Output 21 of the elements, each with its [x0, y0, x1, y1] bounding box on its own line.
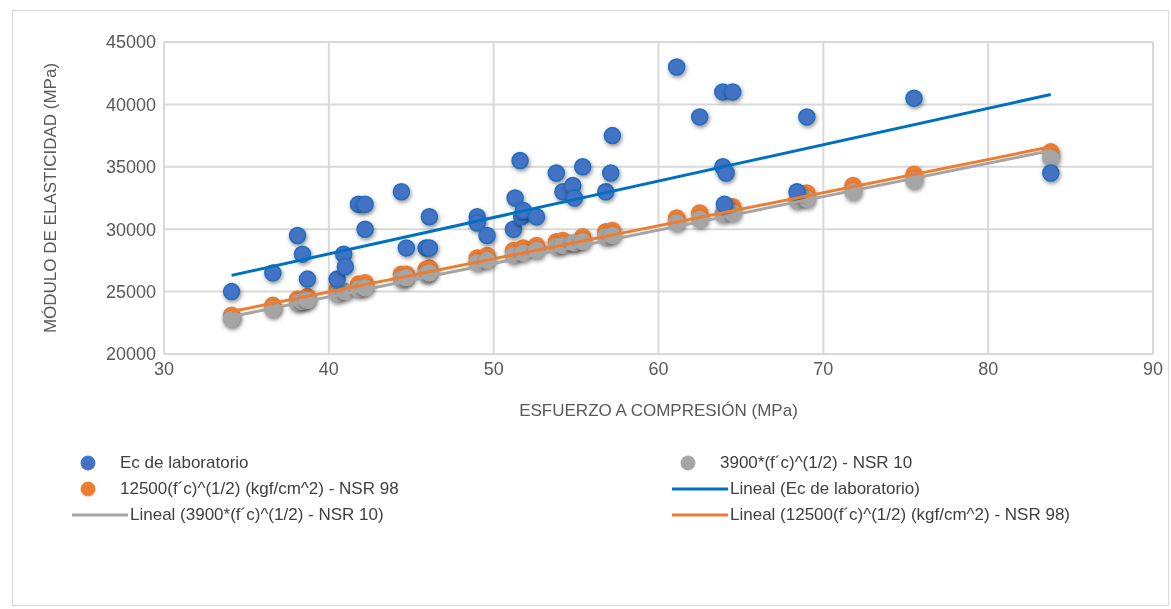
y-tick-label: 35000: [105, 157, 156, 178]
x-tick-label: 30: [153, 358, 175, 379]
x-tick-label: 60: [648, 358, 669, 379]
legend-label: Ec de laboratorio: [120, 453, 249, 473]
x-tick-label: 70: [813, 358, 834, 379]
y-axis-title: MÓDULO DE ELASTICIDAD (MPa): [41, 62, 61, 334]
x-tick-label: 40: [318, 358, 339, 379]
legend-label: Lineal (Ec de laboratorio): [730, 479, 920, 499]
x-tick-label: 90: [1142, 358, 1164, 379]
y-tick-label: 20000: [105, 344, 156, 365]
legend-label: Lineal (3900*(f´c)^(1/2) - NSR 10): [130, 505, 384, 525]
y-tick-label: 40000: [105, 94, 156, 115]
y-tick-label: 30000: [105, 219, 156, 240]
x-axis-title: ESFUERZO A COMPRESIÓN (MPa): [519, 401, 798, 420]
x-tick-label: 80: [978, 358, 999, 379]
legend-label: 12500(f´c)^(1/2) (kgf/cm^2) - NSR 98: [120, 479, 399, 499]
legend-label: 3900*(f´c)^(1/2) - NSR 10: [720, 453, 913, 473]
legend-label: Lineal (12500(f´c)^(1/2) (kgf/cm^2) - NSR 98): [730, 505, 1070, 525]
y-tick-label: 25000: [105, 281, 156, 302]
x-tick-label: 50: [483, 358, 504, 379]
y-tick-label: 45000: [105, 32, 156, 53]
